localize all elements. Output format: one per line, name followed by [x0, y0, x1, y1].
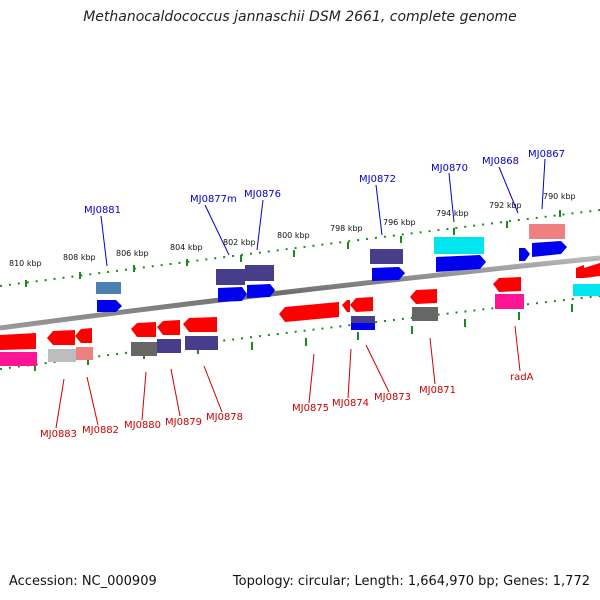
kbp-label: 790 kbp	[543, 192, 576, 201]
gene-arrow	[279, 302, 339, 322]
gene-box	[48, 349, 76, 362]
gene-label-mj0867: MJ0867	[528, 149, 565, 160]
gene-arrow	[47, 330, 75, 345]
gene-arrow	[350, 297, 373, 312]
forward-leaders	[100, 158, 546, 267]
kbp-label: 792 kbp	[489, 201, 522, 210]
gene-box	[96, 282, 121, 294]
gene-box	[351, 316, 375, 324]
gene-label-mj0873: MJ0873	[374, 392, 411, 403]
gene-box	[434, 237, 484, 254]
gene-box	[245, 265, 274, 281]
gene-label-mj0876: MJ0876	[244, 189, 281, 200]
gene-arrow	[372, 267, 405, 281]
gene-label-mj0870: MJ0870	[431, 163, 468, 174]
gene-arrow	[519, 248, 530, 261]
gene-box	[412, 307, 438, 321]
gene-arrow	[532, 241, 567, 257]
accession-text: Accession: NC_000909	[9, 574, 157, 589]
kbp-label: 798 kbp	[330, 224, 363, 233]
gene-box	[157, 339, 181, 353]
gene-box	[370, 249, 403, 264]
gene-arrow	[247, 284, 275, 298]
gene-box	[76, 347, 93, 360]
gene-box	[185, 336, 218, 350]
gene-arrow	[183, 317, 217, 332]
kbp-label: 806 kbp	[116, 249, 149, 258]
kbp-label: 810 kbp	[9, 259, 42, 268]
gene-label-mj0883: MJ0883	[40, 429, 77, 440]
kbp-label: 808 kbp	[63, 253, 96, 262]
gene-label-mj0874: MJ0874	[332, 398, 369, 409]
gene-label-mj0880: MJ0880	[124, 420, 161, 431]
gene-arrow	[584, 263, 600, 278]
gene-box	[573, 284, 600, 296]
genome-summary-text: Topology: circular; Length: 1,664,970 bp…	[232, 574, 590, 589]
gene-box	[0, 352, 37, 366]
gene-arrow	[157, 320, 180, 335]
gene-label-mj0872: MJ0872	[359, 174, 396, 185]
gene-label-mj0877m: MJ0877m	[190, 194, 237, 205]
gene-arrow	[0, 333, 36, 350]
gene-arrow	[97, 300, 122, 312]
gene-arrow	[75, 328, 92, 343]
gene-arrow	[436, 255, 486, 272]
gene-label-mj0875: MJ0875	[292, 403, 329, 414]
gene-arrow	[342, 300, 350, 312]
gene-arrow	[410, 289, 437, 304]
kbp-labels: 810 kbp 808 kbp 806 kbp 804 kbp 802 kbp …	[9, 192, 576, 268]
gene-box	[529, 224, 565, 239]
scale-line-top	[0, 209, 600, 287]
gene-box	[495, 294, 524, 309]
reverse-leaders	[55, 325, 521, 429]
gene-arrow	[493, 277, 521, 292]
gene-box	[131, 342, 157, 356]
gene-label-mj0881: MJ0881	[84, 205, 121, 216]
forward-gene-labels: MJ0881 MJ0877m MJ0876 MJ0872 MJ0870 MJ08…	[84, 149, 565, 216]
kbp-label: 802 kbp	[223, 238, 256, 247]
gene-label-mj0879: MJ0879	[165, 417, 202, 428]
gene-label-rada: radA	[510, 372, 534, 383]
gene-arrow	[218, 287, 247, 302]
reverse-gene-labels: MJ0883 MJ0882 MJ0880 MJ0879 MJ0878 MJ087…	[40, 372, 534, 440]
forward-genes	[96, 224, 600, 312]
gene-label-mj0868: MJ0868	[482, 156, 519, 167]
reverse-genes	[0, 277, 524, 366]
kbp-label: 794 kbp	[436, 209, 469, 218]
kbp-label: 796 kbp	[383, 218, 416, 227]
gene-arrow	[131, 322, 156, 337]
major-ticks-top	[25, 210, 561, 287]
gene-box	[351, 323, 375, 330]
genome-title: Methanocaldococcus jannaschii DSM 2661, …	[83, 9, 517, 25]
gene-arrow	[576, 265, 584, 278]
genome-backbone	[0, 255, 600, 331]
kbp-label: 800 kbp	[277, 231, 310, 240]
gene-label-mj0878: MJ0878	[206, 412, 243, 423]
gene-box	[216, 269, 245, 285]
gene-label-mj0871: MJ0871	[419, 385, 456, 396]
gene-label-mj0882: MJ0882	[82, 425, 119, 436]
kbp-label: 804 kbp	[170, 243, 203, 252]
